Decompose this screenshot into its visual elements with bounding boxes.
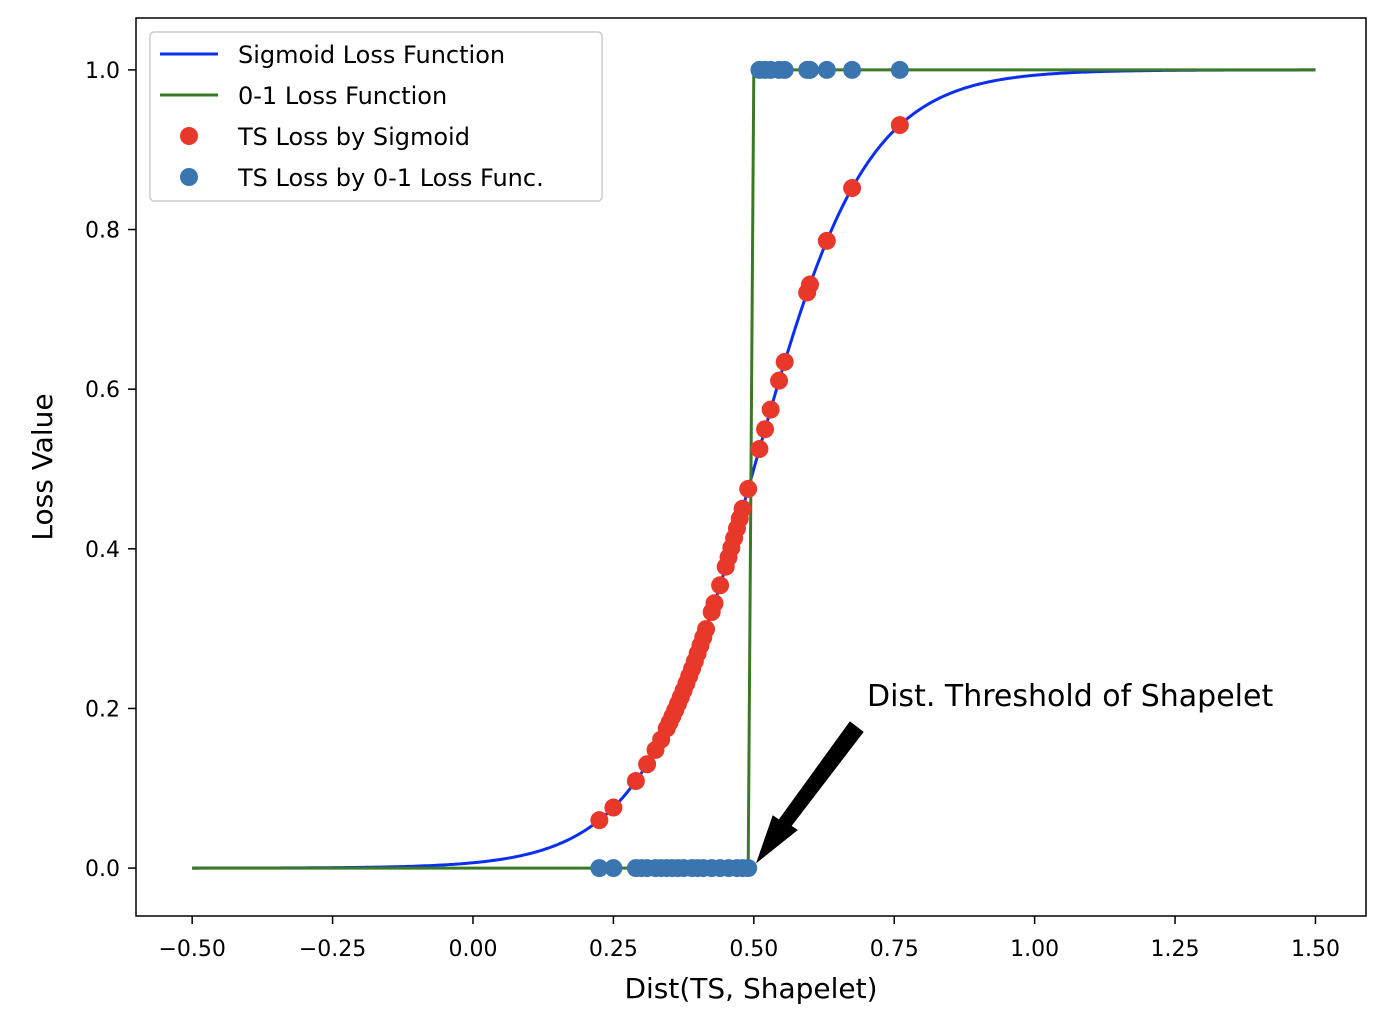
step-loss-point: [775, 60, 794, 79]
legend-label-step-points: TS Loss by 0-1 Loss Func.: [237, 164, 544, 192]
legend-swatch-sigmoid-points: [180, 127, 198, 145]
legend-label-step-line: 0-1 Loss Function: [238, 82, 447, 110]
sigmoid-loss-point: [890, 116, 909, 135]
y-tick-label: 0.6: [85, 378, 120, 403]
y-tick-label: 0.4: [85, 538, 120, 563]
sigmoid-loss-point: [626, 772, 645, 791]
x-tick-label: 0.75: [870, 937, 919, 962]
x-tick-label: 1.50: [1291, 937, 1340, 962]
x-axis-label: Dist(TS, Shapelet): [624, 972, 877, 1005]
step-loss-point: [800, 60, 819, 79]
sigmoid-loss-point: [733, 499, 752, 518]
sigmoid-loss-point: [761, 400, 780, 419]
axes: −0.50 −0.25 0.00 0.25 0.50 0.75 1.00 1.25 1.50 0.…: [85, 59, 1340, 962]
plot-content: [192, 60, 1316, 878]
y-tick-label: 1.0: [85, 59, 120, 84]
sigmoid-loss-point: [705, 594, 724, 613]
annotation-text: Dist. Threshold of Shapelet: [867, 679, 1273, 714]
sigmoid-loss-point: [590, 811, 609, 830]
legend-box: [149, 31, 603, 202]
step-loss-line: [192, 68, 1316, 870]
sigmoid-loss-point: [800, 275, 819, 294]
sigmoid-loss-point: [817, 231, 836, 250]
legend-swatch-step-points: [180, 168, 198, 186]
step-loss-point: [739, 859, 758, 878]
x-tick-label: 0.25: [589, 937, 638, 962]
y-tick-label: 0.0: [85, 857, 120, 882]
sigmoid-loss-point: [739, 479, 758, 498]
sigmoid-loss-point: [697, 620, 716, 639]
plot-frame: [135, 17, 1367, 917]
sigmoid-loss-point: [638, 755, 657, 774]
legend-label-sigmoid-points: TS Loss by Sigmoid: [237, 123, 470, 151]
legend-label-sigmoid-line: Sigmoid Loss Function: [238, 41, 505, 69]
step-loss-point: [604, 859, 623, 878]
step-loss-point: [590, 859, 609, 878]
sigmoid-loss-point: [756, 420, 775, 439]
x-tick-label: 1.00: [1010, 937, 1059, 962]
legend: Sigmoid Loss Function 0-1 Loss Function …: [149, 31, 603, 202]
y-axis-label: Loss Value: [26, 393, 59, 540]
sigmoid-loss-point: [843, 179, 862, 198]
x-tick-label: 1.25: [1151, 937, 1200, 962]
x-tick-label: −0.25: [299, 937, 366, 962]
step-loss-point: [817, 60, 836, 79]
annotation-arrow: [755, 721, 864, 864]
sigmoid-loss-point: [750, 440, 769, 459]
sigmoid-loss-point: [775, 352, 794, 371]
sigmoid-loss-point: [604, 798, 623, 817]
step-loss-point: [843, 60, 862, 79]
y-tick-label: 0.8: [85, 219, 120, 244]
x-tick-label: −0.50: [158, 937, 225, 962]
annotation: Dist. Threshold of Shapelet: [755, 679, 1273, 864]
y-tick-label: 0.2: [85, 697, 120, 722]
x-tick-label: 0.00: [448, 937, 497, 962]
x-tick-label: 0.50: [729, 937, 778, 962]
sigmoid-loss-point: [711, 576, 730, 595]
sigmoid-loss-point: [770, 371, 789, 390]
step-loss-point: [890, 60, 909, 79]
